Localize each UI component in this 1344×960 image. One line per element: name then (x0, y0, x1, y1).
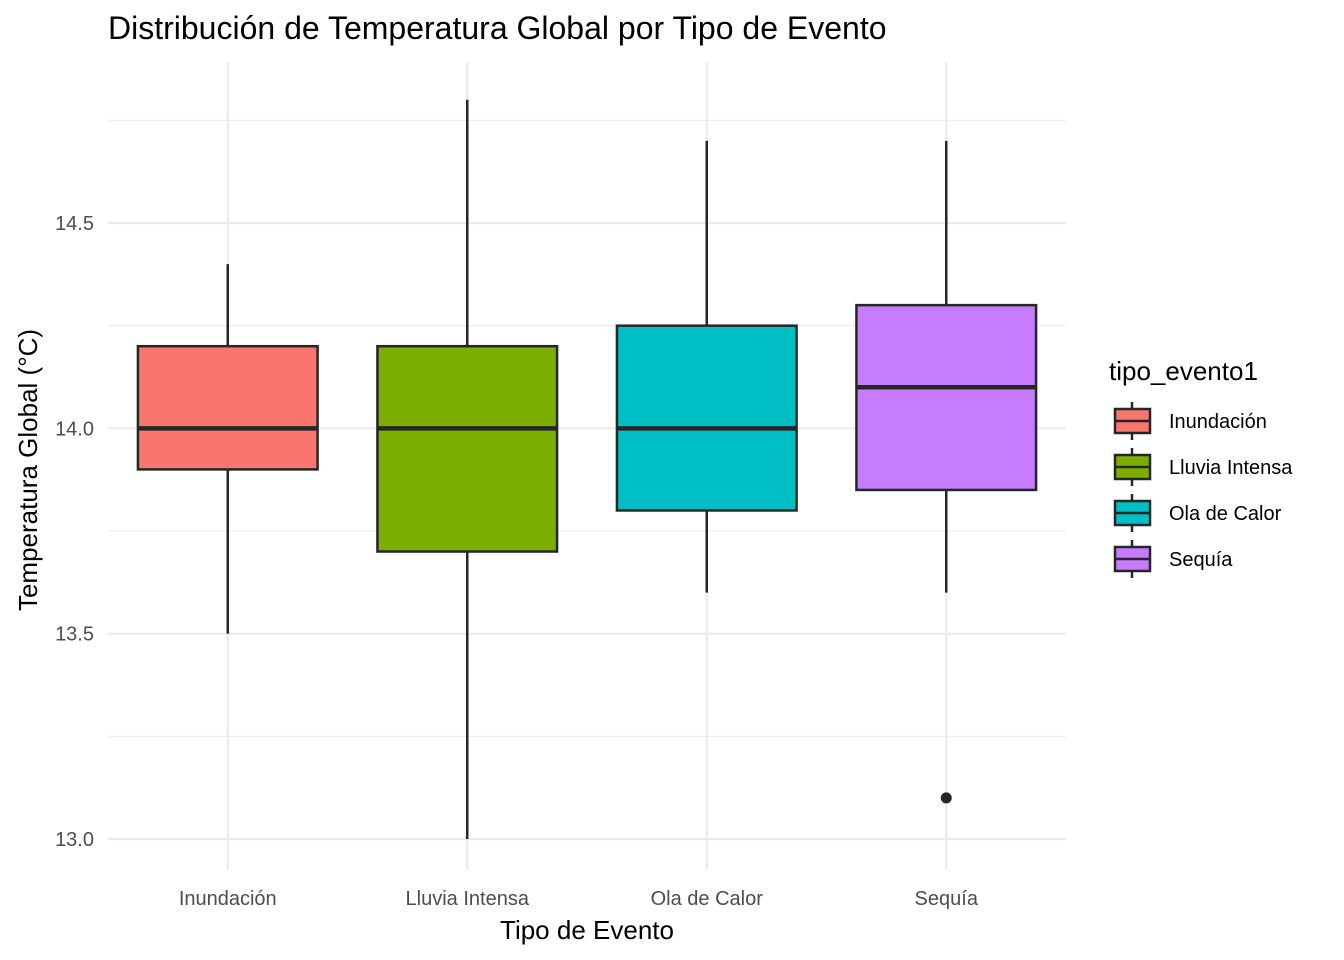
x-axis-ticks: Inundación Lluvia Intensa Ola de Calor Sequ… (179, 888, 979, 910)
box-body (855, 303, 1038, 492)
y-tick-label: 13.5 (55, 624, 94, 646)
x-axis-title: Tipo de Evento (500, 915, 674, 945)
x-tick-label: Inundación (179, 888, 277, 910)
x-tick-label: Ola de Calor (651, 888, 764, 910)
y-axis-title: Temperatura Global (°C) (13, 329, 43, 611)
y-tick-label: 14.5 (55, 213, 94, 235)
legend-item-3: Ola de Calor (1113, 494, 1282, 532)
box-body (615, 324, 798, 512)
boxes (136, 99, 1038, 839)
box-body (376, 344, 559, 553)
legend-item-2: Lluvia Intensa (1113, 448, 1293, 486)
box-4 (855, 140, 1038, 804)
outlier-point (940, 792, 952, 804)
chart-title: Distribución de Temperatura Global por T… (108, 10, 887, 46)
legend-label: Inundación (1169, 411, 1267, 433)
box-2 (376, 99, 559, 839)
legend-title: tipo_evento1 (1109, 356, 1258, 386)
y-axis-ticks: 13.0 13.5 14.0 14.5 (55, 213, 94, 851)
legend-label: Lluvia Intensa (1169, 457, 1293, 479)
legend-label: Ola de Calor (1169, 503, 1282, 525)
box-3 (615, 140, 798, 593)
x-tick-label: Sequía (915, 888, 979, 910)
legend-item-4: Sequía (1113, 540, 1233, 578)
x-tick-label: Lluvia Intensa (406, 888, 530, 910)
legend-label: Sequía (1169, 549, 1233, 571)
box-1 (136, 264, 319, 634)
y-tick-label: 14.0 (55, 418, 94, 440)
legend: tipo_evento1 Inundación Lluvia Intensa Ola… (1109, 356, 1293, 578)
y-tick-label: 13.0 (55, 829, 94, 851)
legend-item-1: Inundación (1113, 402, 1267, 440)
box-body (136, 344, 319, 471)
